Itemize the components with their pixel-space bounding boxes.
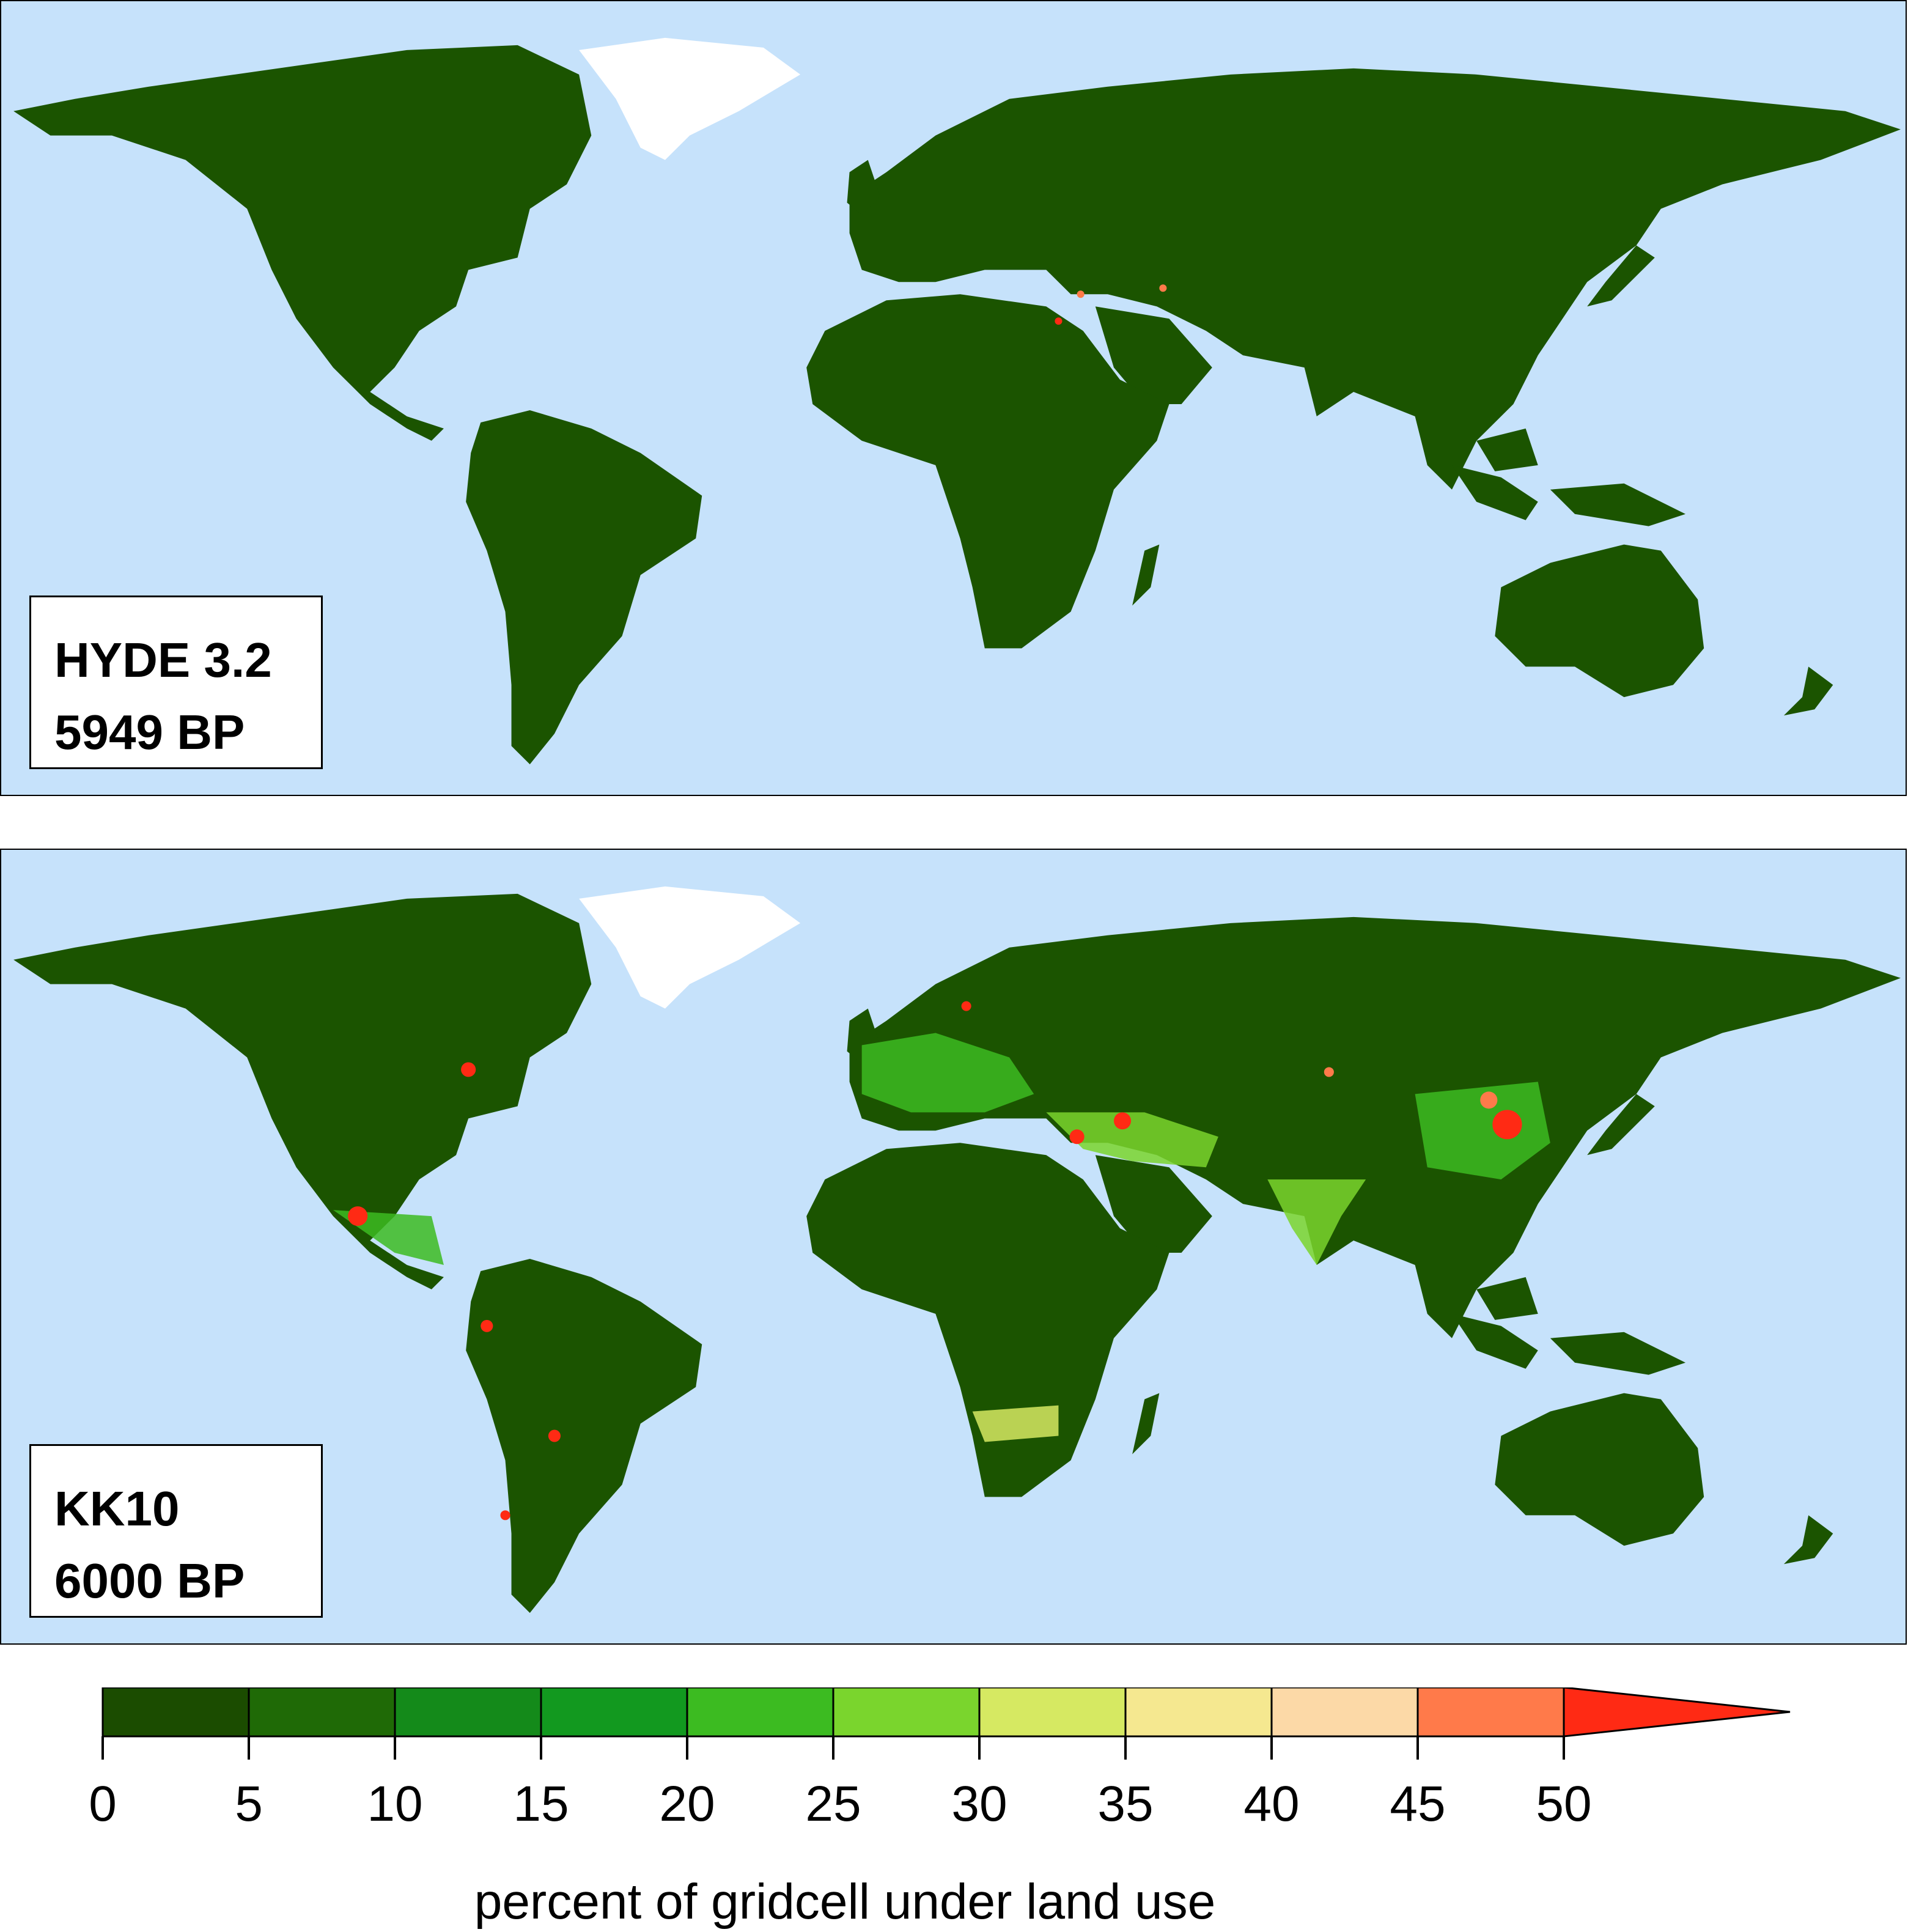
north-america [13,893,592,1289]
legend-bin-0-5 [101,1687,250,1738]
japan [1587,1094,1655,1156]
sumatra-borneo [1451,1277,1686,1375]
legend-bin-15-20 [540,1687,688,1738]
madagascar [1132,544,1160,606]
legend-bin-35-40 [1124,1687,1273,1738]
legend-tick-label: 45 [1390,1776,1445,1832]
japan [1587,245,1655,307]
legend-bin-25-30 [832,1687,981,1738]
legend-tick-label: 30 [951,1776,1007,1832]
madagascar [1132,1393,1160,1455]
land-use-overlay-kk10 [333,1033,1550,1442]
legend-tick-label: 35 [1097,1776,1153,1832]
legend-bin-20-25 [686,1687,834,1738]
legend-bin-30-35 [978,1687,1127,1738]
legend-overflow-arrow [1563,1687,1791,1738]
map-label-box: KK10 6000 BP [29,1444,323,1618]
arabia [1095,1155,1212,1253]
china-landuse [1415,1082,1550,1180]
greenland [579,886,801,1009]
legend-title: percent of gridcell under land use [474,1874,1216,1930]
sumatra-borneo [1451,428,1686,526]
legend-tick-label: 0 [89,1776,117,1832]
new-zealand [1783,666,1833,716]
color-legend: 0 5 10 15 20 25 30 35 40 45 50 percent of gridcell… [0,1687,1908,1932]
africa [806,1143,1169,1497]
landmass-group [13,886,1901,1613]
map-panel-hyde: HYDE 3.2 5949 BP [0,0,1907,796]
time-label: 5949 BP [54,705,245,759]
south-america [466,1258,702,1613]
legend-tick-label: 10 [367,1776,422,1832]
dataset-name: KK10 [54,1481,180,1536]
legend-bar: 0 5 10 15 20 25 30 35 40 45 50 percent of gridcell… [89,1687,1791,1930]
legend-tick-label: 25 [805,1776,861,1832]
middle-east-landuse [1046,1112,1218,1168]
hotspots-hyde [1055,284,1167,325]
map-label-box: HYDE 3.2 5949 BP [29,595,323,769]
legend-tick-label: 50 [1536,1776,1591,1832]
new-zealand [1783,1515,1833,1565]
southern-africa-landuse [972,1405,1059,1442]
europe-landuse [861,1033,1034,1113]
india-landuse [1267,1179,1366,1265]
eurasia [849,68,1901,490]
arabia [1095,306,1212,404]
australia [1495,544,1704,698]
north-america [13,45,592,441]
time-label: 6000 BP [54,1554,245,1608]
greenland [579,37,801,160]
south-america [466,410,702,765]
legend-tick-label: 15 [513,1776,569,1832]
world-map-kk10 [1,850,1906,1643]
legend-tick-label: 5 [235,1776,263,1832]
legend-tick-label: 40 [1243,1776,1299,1832]
legend-bin-5-10 [248,1687,396,1738]
legend-bin-40-45 [1270,1687,1419,1738]
eurasia [849,916,1901,1338]
australia [1495,1393,1704,1546]
british-isles [847,160,880,215]
hotspots-kk10 [348,1001,1522,1521]
africa [806,294,1169,649]
legend-tick-label: 20 [659,1776,715,1832]
landmass-group [13,37,1901,765]
legend-bin-45-50 [1416,1687,1565,1738]
map-panel-kk10: KK10 6000 BP [0,849,1907,1645]
dataset-name: HYDE 3.2 [54,633,272,687]
legend-bin-10-15 [394,1687,542,1738]
